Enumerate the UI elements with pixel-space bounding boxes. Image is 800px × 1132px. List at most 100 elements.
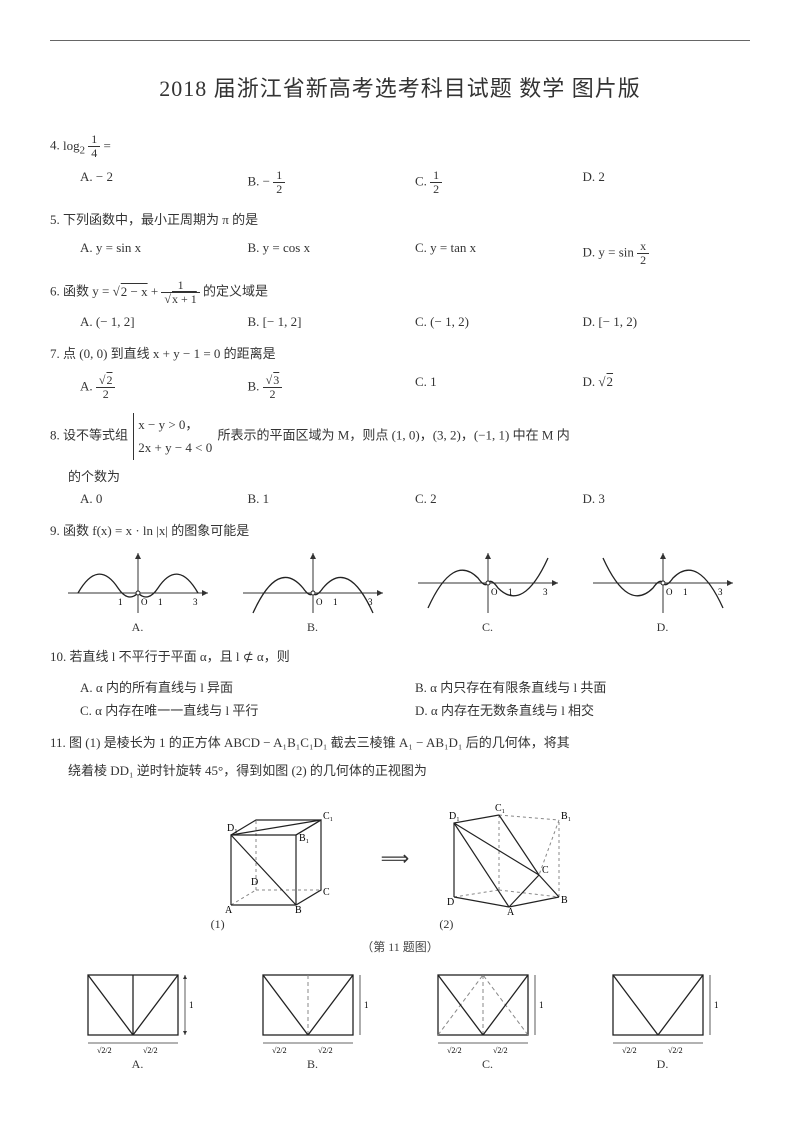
q7-stem: 点 (0, 0) 到直线 x + y − 1 = 0 的距离是 [63,346,276,361]
svg-text:3: 3 [193,597,198,607]
svg-text:B: B [295,905,302,915]
svg-text:A: A [225,905,233,915]
svg-text:√2/2: √2/2 [622,1046,637,1055]
q4-opt-c: C. 12 [415,167,583,198]
question-9: 9. 函数 f(x) = x · ln |x| 的图象可能是 [50,519,750,542]
question-6: 6. 函数 y = √2 − x + 1√x + 1 的定义域是 [50,279,750,306]
q5-options: A. y = sin x B. y = cos x C. y = tan x D… [80,238,750,269]
q11-ans-c: 1 √2/2√2/2 C. [400,965,575,1072]
q10-stem: 若直线 l 不平行于平面 α，且 l ⊄ α，则 [70,649,290,664]
svg-text:√2/2: √2/2 [143,1046,158,1055]
q11-ans-a: 1 √2/2√2/2 A. [50,965,225,1072]
q10-options: A. α 内的所有直线与 l 异面 B. α 内只存在有限条直线与 l 共面 C… [80,675,750,721]
q7-opt-a: A. √22 [80,372,248,403]
svg-text:√2/2: √2/2 [668,1046,683,1055]
q7-num: 7. [50,346,60,361]
q11-stem2: 绕着棱 DD₁ 逆时针旋转 45°，得到如图 (2) 的几何体的正视图为 [68,760,750,779]
svg-text:A: A [507,907,515,915]
q7-options: A. √22 B. √32 C. 1 D. √2 [80,372,750,403]
q5-opt-b: B. y = cos x [248,238,416,269]
svg-text:1: 1 [714,1000,719,1010]
svg-text:B₁: B₁ [299,833,309,844]
q10-opt-a: A. α 内的所有直线与 l 异面 [80,675,415,698]
q5-opt-a: A. y = sin x [80,238,248,269]
q6-opt-d: D. [− 1, 2) [583,312,751,332]
question-10: 10. 若直线 l 不平行于平面 α，且 l ⊄ α，则 [50,645,750,668]
q10-num: 10. [50,649,66,664]
q9-graph-b: O13 B. [225,548,400,635]
q7-opt-d: D. √2 [583,372,751,403]
page: 2018 届浙江省新高考选考科目试题 数学 图片版 4. log2 14 = A… [50,40,750,1072]
svg-text:1: 1 [158,597,163,607]
svg-text:√2/2: √2/2 [493,1046,508,1055]
q11-fig2: D₁B₁ C₁ DA BC (2) [439,785,589,932]
q7-opt-c: C. 1 [415,372,583,403]
q9-graph-d: O13 D. [575,548,750,635]
q6-frac: 1√x + 1 [161,279,199,306]
svg-text:1: 1 [333,597,338,607]
q11-stem1: 图 (1) 是棱长为 1 的正方体 ABCD − A₁B₁C₁D₁ 截去三棱锥 … [69,735,570,750]
q6-num: 6. [50,284,60,299]
svg-text:√2/2: √2/2 [272,1046,287,1055]
q4-opt-d: D. 2 [583,167,751,198]
svg-text:O: O [491,587,498,597]
svg-text:C: C [323,887,330,898]
svg-text:1: 1 [683,587,688,597]
q11-fig1: D₁C₁ B₁ AB CD (1) [211,785,351,932]
svg-text:B₁: B₁ [561,811,571,822]
q11-ans-d: 1 √2/2√2/2 D. [575,965,750,1072]
svg-text:√2/2: √2/2 [447,1046,462,1055]
svg-text:O: O [666,587,673,597]
svg-text:1: 1 [189,1000,194,1010]
q8-opt-c: C. 2 [415,489,583,509]
svg-text:O: O [316,597,323,607]
q5-opt-d: D. y = sin x2 [583,238,751,269]
q9-num: 9. [50,523,60,538]
q11-ans-b: 1 √2/2√2/2 B. [225,965,400,1072]
q11-caption: （第 11 题图） [50,938,750,955]
q7-opt-b: B. √32 [248,372,416,403]
q5-stem: 下列函数中，最小正周期为 π 的是 [63,212,258,227]
q8-num: 8. [50,427,60,442]
svg-text:1: 1 [508,587,513,597]
svg-text:D₁: D₁ [449,811,460,822]
question-5: 5. 下列函数中，最小正周期为 π 的是 [50,208,750,231]
q4-frac: 14 [88,133,100,160]
svg-text:D: D [251,877,258,888]
question-7: 7. 点 (0, 0) 到直线 x + y − 1 = 0 的距离是 [50,342,750,365]
svg-text:3: 3 [718,587,723,597]
page-title: 2018 届浙江省新高考选考科目试题 数学 图片版 [50,71,750,103]
q10-opt-c: C. α 内存在唯一一直线与 l 平行 [80,698,415,721]
q11-figures: D₁C₁ B₁ AB CD (1) ⟹ D₁B₁ C₁ DA BC [50,785,750,932]
svg-text:C: C [542,865,549,876]
q4-opt-a: A. − 2 [80,167,248,198]
q8-options: A. 0 B. 1 C. 2 D. 3 [80,489,750,509]
q4-opt-b: B. − 12 [248,167,416,198]
svg-text:1: 1 [364,1000,369,1010]
q5-num: 5. [50,212,60,227]
q9-stem: 函数 f(x) = x · ln |x| 的图象可能是 [63,523,249,538]
q11-num: 11. [50,735,66,750]
q8-line2: 的个数为 [68,466,750,485]
svg-text:C₁: C₁ [495,803,505,814]
svg-text:√2/2: √2/2 [318,1046,333,1055]
question-11: 11. 图 (1) 是棱长为 1 的正方体 ABCD − A₁B₁C₁D₁ 截去… [50,731,750,754]
q8-opt-b: B. 1 [248,489,416,509]
q6-opt-a: A. (− 1, 2] [80,312,248,332]
svg-text:3: 3 [368,597,373,607]
q4-stem: log2 14 = [63,138,111,153]
q8-brace: x − y > 0， 2x + y − 4 < 0 [133,413,212,460]
q5-opt-c: C. y = tan x [415,238,583,269]
svg-text:3: 3 [543,587,548,597]
q6-opt-c: C. (− 1, 2) [415,312,583,332]
q6-opt-b: B. [− 1, 2] [248,312,416,332]
arrow-icon: ⟹ [381,846,410,871]
q9-graphs: 1O13 A. O13 B. O13 C. [50,548,750,635]
q9-graph-a: 1O13 A. [50,548,225,635]
q9-graph-c: O13 C. [400,548,575,635]
svg-text:C₁: C₁ [323,811,333,822]
svg-text:O: O [141,597,148,607]
q11-answers: 1 √2/2√2/2 A. 1 √2/2√2/2 B. 1 √2/2√2/2 [50,965,750,1072]
svg-text:1: 1 [539,1000,544,1010]
question-8: 8. 设不等式组 x − y > 0， 2x + y − 4 < 0 所表示的平… [50,413,750,460]
